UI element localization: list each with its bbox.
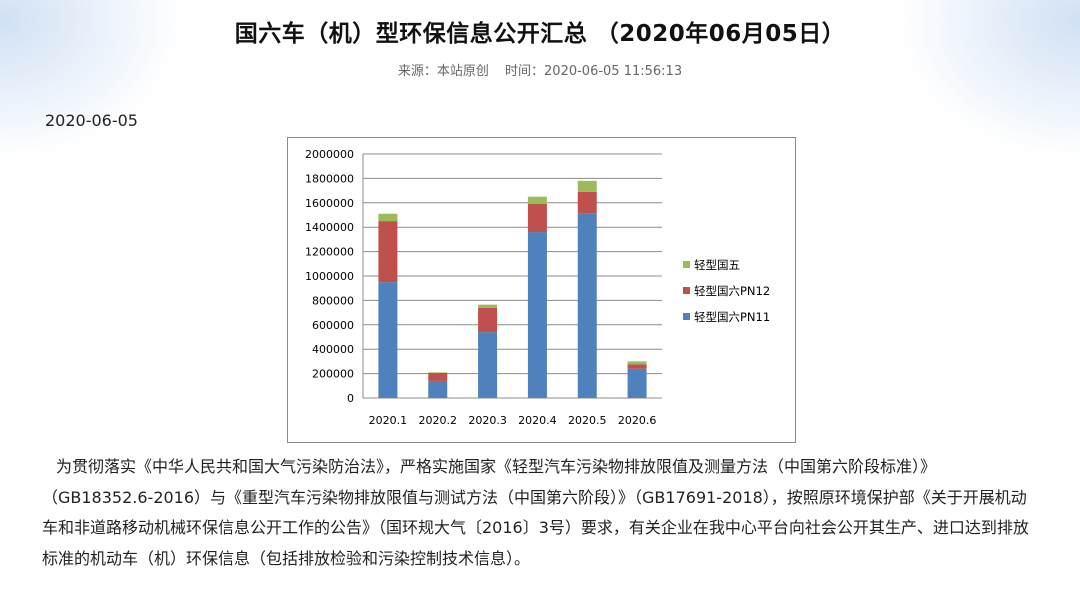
bar-segment	[378, 282, 398, 398]
bar-segment	[378, 221, 398, 283]
y-tick-label: 800000	[312, 294, 354, 307]
chart-frame: 0 200000 400000 600000 800000 1000000 1200000 1…	[287, 137, 796, 443]
bar-segment	[428, 372, 448, 381]
legend-swatch	[683, 313, 690, 320]
x-tick-label: 2020.3	[468, 414, 507, 427]
bar-segment	[478, 304, 498, 308]
y-tick-label: 400000	[312, 343, 354, 356]
time-label: 时间：2020-06-05 11:56:13	[505, 64, 683, 79]
y-tick-label: 2000000	[305, 148, 354, 161]
legend-label: 轻型国六PN12	[694, 284, 770, 298]
bar-segment	[577, 213, 597, 398]
x-tick-label: 2020.6	[618, 414, 657, 427]
article-body-text: 为贯彻落实《中华人民共和国大气污染防治法》，严格实施国家《轻型汽车污染物排放限值…	[42, 457, 1029, 568]
legend-label: 轻型国五	[694, 258, 740, 272]
bar-segment	[627, 364, 647, 369]
y-tick-label: 1000000	[305, 270, 354, 283]
y-tick-label: 1400000	[305, 221, 354, 234]
legend-swatch	[683, 287, 690, 294]
legend-swatch	[683, 261, 690, 268]
article-body: 为贯彻落实《中华人民共和国大气污染防治法》，严格实施国家《轻型汽车污染物排放限值…	[42, 452, 1038, 574]
bar-segment	[627, 361, 647, 365]
x-tick-label: 2020.4	[518, 414, 557, 427]
bar-segment	[527, 204, 547, 233]
x-tick-label: 2020.1	[369, 414, 408, 427]
y-tick-label: 200000	[312, 368, 354, 381]
bar-segment	[478, 307, 498, 333]
article-date: 2020-06-05	[45, 111, 138, 130]
bar-segment	[478, 332, 498, 398]
y-tick-label: 1600000	[305, 197, 354, 210]
page-title: 国六车（机）型环保信息公开汇总 （2020年06月05日）	[234, 21, 846, 47]
bar-segment	[527, 232, 547, 398]
stacked-bar-chart: 0 200000 400000 600000 800000 1000000 1200000 1…	[305, 148, 770, 427]
y-tick-label: 0	[347, 392, 354, 405]
y-tick-label: 1800000	[305, 172, 354, 185]
bar-segment	[428, 372, 448, 373]
legend-label: 轻型国六PN11	[694, 310, 770, 324]
bar-segment	[577, 191, 597, 214]
bar-segment	[577, 180, 597, 192]
bar-segment	[378, 213, 398, 222]
x-tick-label: 2020.2	[419, 414, 458, 427]
source-label: 来源：本站原创	[397, 64, 489, 79]
article-meta: 来源：本站原创 时间：2020-06-05 11:56:13	[0, 60, 1080, 79]
bar-segment	[527, 196, 547, 205]
y-tick-label: 600000	[312, 319, 354, 332]
bar-segment	[627, 368, 647, 398]
y-tick-label: 1200000	[305, 246, 354, 259]
x-tick-label: 2020.5	[568, 414, 607, 427]
bar-segment	[428, 380, 448, 398]
